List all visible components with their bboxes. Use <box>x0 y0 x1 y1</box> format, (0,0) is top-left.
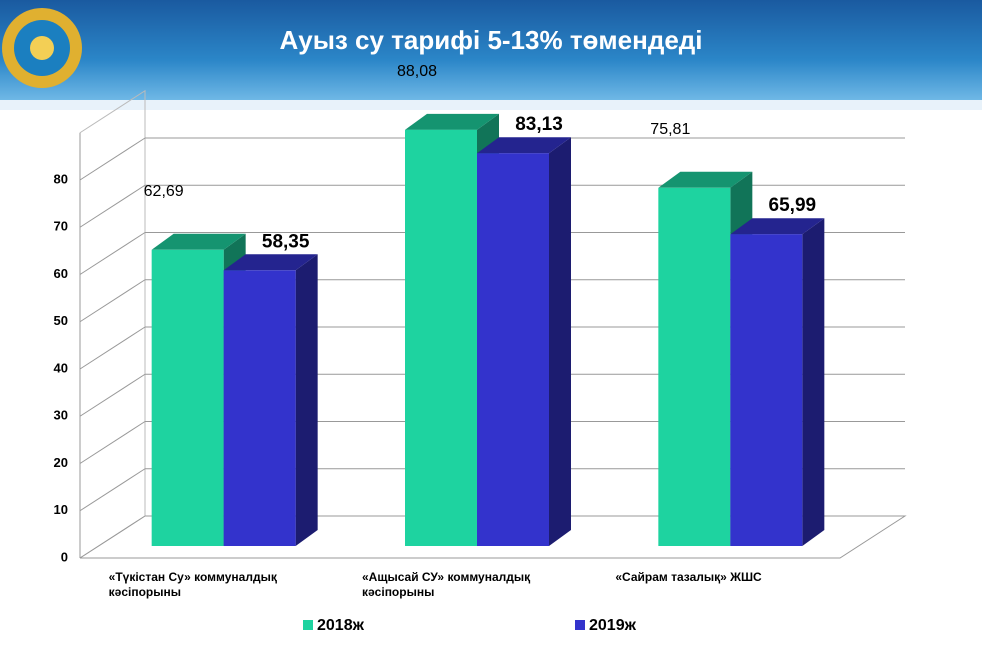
grid-line-side <box>79 232 146 275</box>
bar-top <box>223 254 318 271</box>
legend-label: 2018ж <box>317 617 365 634</box>
y-tick-label: 10 <box>54 502 68 517</box>
bar <box>405 129 477 546</box>
grid-line-side <box>79 137 146 181</box>
bar-top <box>477 137 571 154</box>
y-tick-label: 20 <box>54 455 68 470</box>
header-shadow <box>0 100 982 110</box>
y-tick-label: 0 <box>61 549 68 564</box>
grid-line-side <box>79 279 146 323</box>
bar-top <box>658 171 753 188</box>
bar <box>151 249 224 547</box>
bar-side <box>802 218 825 546</box>
y-tick-label: 80 <box>54 171 68 186</box>
bar-top <box>405 113 499 130</box>
bar <box>477 153 549 546</box>
legend-swatch <box>575 620 585 630</box>
value-label: 75,81 <box>650 121 690 138</box>
bar <box>658 187 731 547</box>
bar-top <box>151 233 246 250</box>
x-tick-label: «Түкістан Су» коммуналдық кәсіпорыны <box>108 570 277 599</box>
grid-line-side <box>79 184 146 228</box>
y-tick-label: 50 <box>54 313 68 328</box>
value-label: 62,69 <box>144 183 184 200</box>
wall-left <box>79 89 146 559</box>
y-tick-label: 30 <box>54 408 68 423</box>
grid-line-side <box>79 326 146 370</box>
grid-line-side <box>79 515 146 559</box>
emblem <box>2 8 82 88</box>
bar-top <box>730 218 825 235</box>
legend-label: 2019ж <box>589 617 637 634</box>
x-tick-label: «Ащысай СУ» коммуналдық кәсіпорыны <box>362 570 531 599</box>
bar-side <box>295 254 318 546</box>
value-label: 83,13 <box>515 114 563 135</box>
bar-side <box>549 137 571 546</box>
grid-line-side <box>79 421 146 464</box>
y-tick-label: 70 <box>54 219 68 234</box>
header-band <box>0 0 982 100</box>
value-label: 88,08 <box>397 63 437 80</box>
grid-line-side <box>79 468 146 512</box>
x-tick-label: «Сайрам тазалық» ЖШС <box>615 570 762 584</box>
bar <box>223 270 296 546</box>
chart-title: Ауыз су тарифі 5-13% төмендеді <box>279 25 702 55</box>
value-label: 65,99 <box>769 195 817 216</box>
value-label: 58,35 <box>262 231 310 252</box>
bar <box>730 234 803 546</box>
y-tick-label: 40 <box>54 360 68 375</box>
y-tick-label: 60 <box>54 266 68 281</box>
legend-swatch <box>303 620 313 630</box>
grid-line-side <box>79 373 146 417</box>
